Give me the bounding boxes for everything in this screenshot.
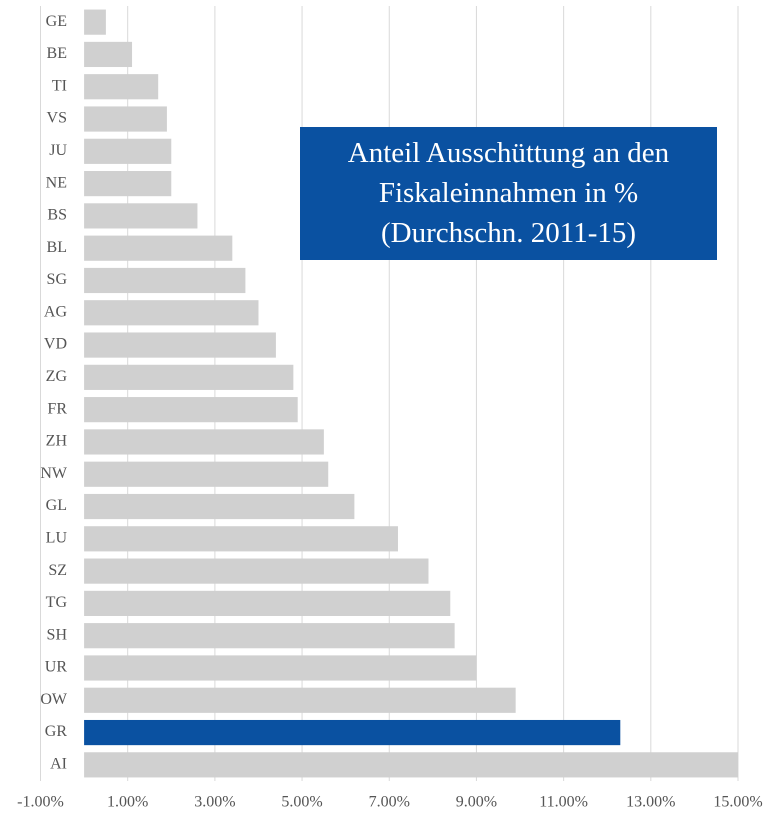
y-tick-label: VS [47,110,67,127]
bar [84,655,477,681]
bar [84,300,259,326]
y-tick-label: TI [52,77,67,94]
bar [84,41,133,68]
bar [84,429,324,455]
bar [84,752,738,778]
x-tick-label: 5.00% [281,794,322,811]
bar [84,203,198,229]
x-tick-label: -1.00% [17,794,64,811]
y-tick-label: SZ [48,562,67,579]
bar [84,590,451,616]
bar [84,235,233,261]
y-tick-label: BL [47,239,67,256]
x-tick-label: 13.00% [626,794,675,811]
y-tick-label: VD [44,336,67,353]
bar [84,138,172,164]
y-tick-label: GR [45,723,68,740]
x-tick-label: 3.00% [194,794,235,811]
y-tick-label: JU [49,142,67,159]
bar [84,9,106,35]
bar [84,332,276,358]
x-tick-label: 15.00% [713,794,762,811]
bar [84,687,516,713]
x-tick-label: 1.00% [107,794,148,811]
y-tick-label: AG [44,303,68,320]
y-tick-label: AI [50,756,67,773]
bar [84,526,398,552]
y-tick-label: BE [47,45,67,62]
bar [84,719,621,746]
y-tick-label: ZG [46,368,68,385]
y-tick-label: FR [47,400,67,417]
bar [84,461,329,487]
bar [84,364,294,390]
bar [84,558,429,584]
y-tick-label: TG [46,594,68,611]
y-tick-label: BS [47,207,67,224]
y-tick-label: UR [45,659,68,676]
y-tick-label: SH [47,626,68,643]
bar [84,74,159,100]
y-tick-label: LU [46,529,68,546]
x-tick-label: 7.00% [369,794,410,811]
y-tick-label: NW [40,465,68,482]
bar [84,171,172,197]
bar [84,493,355,520]
bar [84,106,167,132]
y-tick-label: OW [40,691,68,708]
y-tick-label: SG [47,271,68,288]
x-tick-label: 9.00% [456,794,497,811]
bar [84,623,455,649]
chart-title: Anteil Ausschüttung an den Fiskaleinnahm… [300,127,717,260]
y-tick-label: GL [46,497,67,514]
y-tick-label: GE [46,13,67,30]
x-tick-label: 11.00% [539,794,588,811]
y-tick-label: ZH [46,433,68,450]
y-tick-label: NE [46,174,67,191]
bar [84,397,298,423]
bar [84,267,246,294]
